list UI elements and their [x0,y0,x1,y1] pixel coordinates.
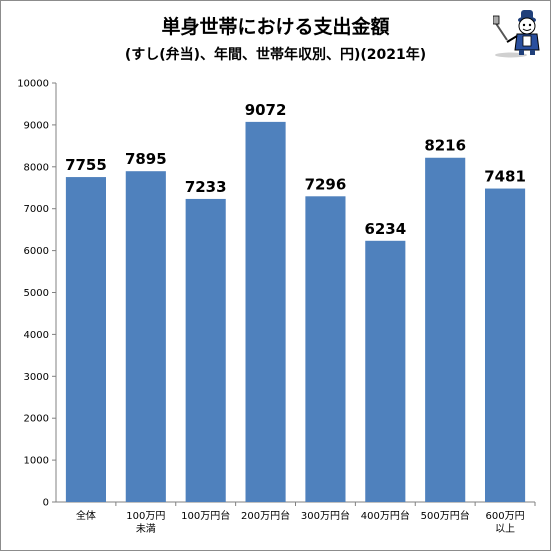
x-tick-label: 100万円 [126,511,165,522]
bar [425,157,466,502]
x-tick-label: 以上 [495,523,515,535]
bar [305,196,346,502]
bar [485,188,526,503]
x-tick-label: 300万円台 [301,509,350,522]
y-tick-label: 6000 [24,246,49,257]
data-label: 7233 [185,178,227,196]
y-tick-label: 2000 [24,414,49,425]
y-tick-label: 0 [43,498,49,509]
x-tick-label: 100万円台 [181,509,230,522]
y-tick-label: 7000 [24,204,49,215]
x-tick-label: 未満 [136,523,156,535]
bar [185,198,226,502]
data-label: 6234 [364,220,406,238]
bar [65,177,106,503]
y-tick-label: 4000 [24,330,49,341]
data-label: 9072 [245,101,287,119]
y-tick-label: 1000 [24,456,49,467]
y-tick-label: 10000 [17,79,49,90]
x-tick-label: 600万円 [486,511,525,522]
chart-title: 単身世帯における支出金額 [161,16,390,38]
y-tick-label: 3000 [24,372,49,383]
x-tick-label: 500万円台 [421,509,470,522]
data-label: 7895 [125,150,167,168]
y-tick-label: 5000 [24,288,49,299]
data-label: 8216 [424,137,466,155]
data-label: 7296 [305,175,347,193]
bar [365,240,406,502]
bar [245,121,286,502]
mascot-character-icon [493,10,540,58]
x-tick-label: 400万円台 [361,509,410,522]
data-label: 7481 [484,168,526,186]
y-tick-label: 8000 [24,162,49,173]
data-label: 7755 [65,156,107,174]
y-tick-label: 9000 [24,120,49,131]
x-tick-label: 200万円台 [241,509,290,522]
bar [125,171,166,502]
x-tick-label: 全体 [76,509,96,522]
chart-subtitle: (すし(弁当)、年間、世帯年収別、円)(2021年) [124,47,427,63]
